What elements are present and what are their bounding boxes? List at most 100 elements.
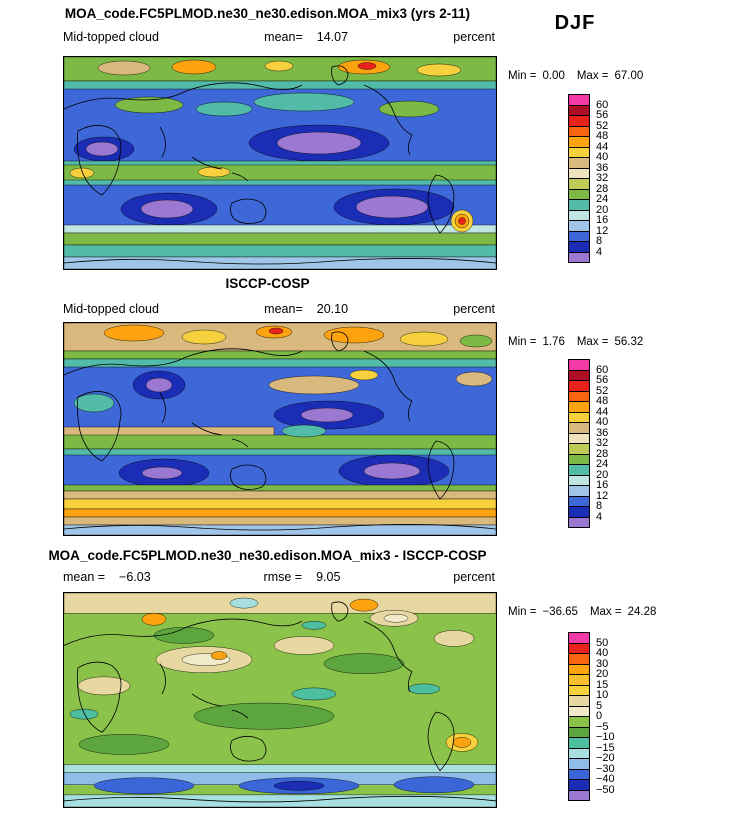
panel2-mean-stat: mean= 20.10	[264, 302, 348, 316]
colorbar-tick-label: −40	[596, 773, 615, 785]
colorbar-tick-label: 56	[596, 109, 609, 121]
colorbar-tick-label: 20	[596, 668, 609, 680]
panel3-mean-label: mean =	[63, 570, 106, 584]
panel1-max-value: 67.00	[614, 70, 644, 82]
panel3-rmse-stat: rmse = 9.05	[264, 570, 341, 584]
colorbar-tick-label: 4	[596, 245, 603, 258]
panel3-max-label: Max =	[589, 606, 622, 618]
coastlines	[64, 65, 496, 265]
panel2-min-value: 1.76	[542, 336, 565, 348]
colorbar-tick-label: 60	[596, 363, 609, 376]
panel3-minmax: Min = −36.65 Max = 24.28	[508, 606, 656, 618]
colorbar-swatch	[568, 789, 590, 801]
colorbar-tick-label: 40	[596, 151, 609, 163]
colorbar-tick-label: 48	[596, 130, 609, 142]
panel2-colorbar: 60 56 52 48 44 40 36 32 28 24 20 16 12 8 4	[568, 359, 643, 528]
colorbar-tick-label: 24	[596, 193, 609, 205]
coastlines	[64, 331, 496, 531]
colorbar-tick-label: 56	[596, 374, 609, 386]
panel1-units-label: percent	[453, 30, 495, 44]
colorbar-tick-label: −10	[596, 731, 615, 743]
panel2-title: ISCCP-COSP	[225, 276, 310, 291]
panel2-units-label: percent	[453, 302, 495, 316]
colorbar-tick-label: 16	[596, 479, 609, 491]
panel3-title: MOA_code.FC5PLMOD.ne30_ne30.edison.MOA_m…	[48, 548, 487, 563]
season-title: DJF	[554, 12, 596, 34]
panel3-min-value: −36.65	[542, 606, 578, 618]
colorbar-tick-label: 4	[596, 510, 603, 523]
colorbar-tick-label: 40	[596, 647, 609, 659]
colorbar-tick-label: −30	[596, 762, 615, 775]
colorbar-tick-label: 20	[596, 468, 609, 481]
colorbar-tick-label: 8	[596, 235, 603, 247]
colorbar-tick-label: 60	[596, 98, 609, 111]
colorbar-swatch	[568, 251, 590, 263]
colorbar-tick-label: 24	[596, 458, 609, 470]
panel3-mean-stat: mean = −6.03	[63, 570, 151, 584]
panel3-min-label: Min =	[508, 606, 537, 618]
colorbar-tick-label: 15	[596, 678, 609, 691]
colorbar-tick-label: 52	[596, 384, 609, 397]
colorbar-tick-label: 28	[596, 447, 609, 460]
panel3-subtitle-row: mean = −6.03 rmse = 9.05 percent	[63, 570, 495, 584]
panel2-subtitle-row: Mid-topped cloud mean= 20.10 percent	[63, 302, 495, 316]
panel3-units-label: percent	[453, 570, 495, 584]
colorbar-tick-label: 8	[596, 500, 603, 512]
panel3-mean-value: −6.03	[119, 570, 151, 584]
contour-blobs	[64, 323, 496, 535]
panel3-rmse-value: 9.05	[316, 570, 341, 584]
panel1-mean-label: mean=	[264, 30, 303, 44]
panel2-max-label: Max =	[576, 336, 609, 348]
colorbar-tick-label: −5	[596, 720, 609, 733]
panel1-mean-value: 14.07	[316, 30, 349, 44]
panel3-max-value: 24.28	[627, 606, 657, 618]
colorbar-tick-label: 10	[596, 689, 609, 701]
panel2-mean-label: mean=	[264, 302, 303, 316]
contour-blobs	[64, 593, 496, 807]
panel1-mean-stat: mean= 14.07	[264, 30, 348, 44]
colorbar-tick-label: −20	[596, 752, 615, 764]
model-contour-map	[64, 57, 496, 269]
panel2-variable-label: Mid-topped cloud	[63, 302, 159, 316]
colorbar-tick-label: 50	[596, 636, 609, 649]
colorbar-tick-label: 16	[596, 214, 609, 226]
colorbar-tick-label: 0	[596, 710, 603, 722]
difference-contour-map	[64, 593, 496, 807]
panel2-min-label: Min =	[508, 336, 537, 348]
colorbar-tick-label: 52	[596, 119, 609, 132]
panel1-minmax: Min = 0.00 Max = 67.00	[508, 70, 643, 82]
panel3-rmse-label: rmse =	[263, 570, 303, 584]
colorbar-tick-label: 32	[596, 172, 609, 184]
colorbar-tick-label: −50	[596, 783, 615, 796]
panel1-map-frame	[63, 56, 497, 270]
colorbar-tick-label: −15	[596, 741, 615, 754]
panel1-max-label: Max =	[576, 70, 609, 82]
coastlines	[64, 601, 496, 803]
colorbar-tick-label: 28	[596, 182, 609, 195]
panel2-max-value: 56.32	[614, 336, 644, 348]
colorbar-tick-label: 36	[596, 161, 609, 174]
observation-contour-map	[64, 323, 496, 535]
panel1-subtitle-row: Mid-topped cloud mean= 14.07 percent	[63, 30, 495, 44]
panel1-colorbar: 60 56 52 48 44 40 36 32 28 24 20 16 12 8 4	[568, 94, 643, 263]
colorbar-tick-label: 48	[596, 395, 609, 407]
colorbar-tick-label: 5	[596, 699, 603, 712]
panel2-minmax: Min = 1.76 Max = 56.32	[508, 336, 643, 348]
colorbar-tick-label: 44	[596, 405, 609, 418]
colorbar-tick-label: 32	[596, 437, 609, 449]
colorbar-tick-label: 30	[596, 657, 609, 670]
panel3-map-frame	[63, 592, 497, 808]
colorbar-tick-label: 20	[596, 203, 609, 216]
colorbar-tick-label: 12	[596, 224, 609, 237]
panel1-min-label: Min =	[508, 70, 537, 82]
panel2-mean-value: 20.10	[316, 302, 349, 316]
colorbar-tick-label: 44	[596, 140, 609, 153]
panel2-map-frame	[63, 322, 497, 536]
panel3-colorbar: 50 40 30 20 15 10 5 0 −5 −10 −15 −20 −30 −40 −50	[568, 632, 643, 801]
panel1-title: MOA_code.FC5PLMOD.ne30_ne30.edison.MOA_m…	[64, 6, 471, 21]
colorbar-tick-label: 40	[596, 416, 609, 428]
panel1-min-value: 0.00	[542, 70, 565, 82]
colorbar-swatch	[568, 516, 590, 528]
contour-blobs	[64, 57, 496, 269]
